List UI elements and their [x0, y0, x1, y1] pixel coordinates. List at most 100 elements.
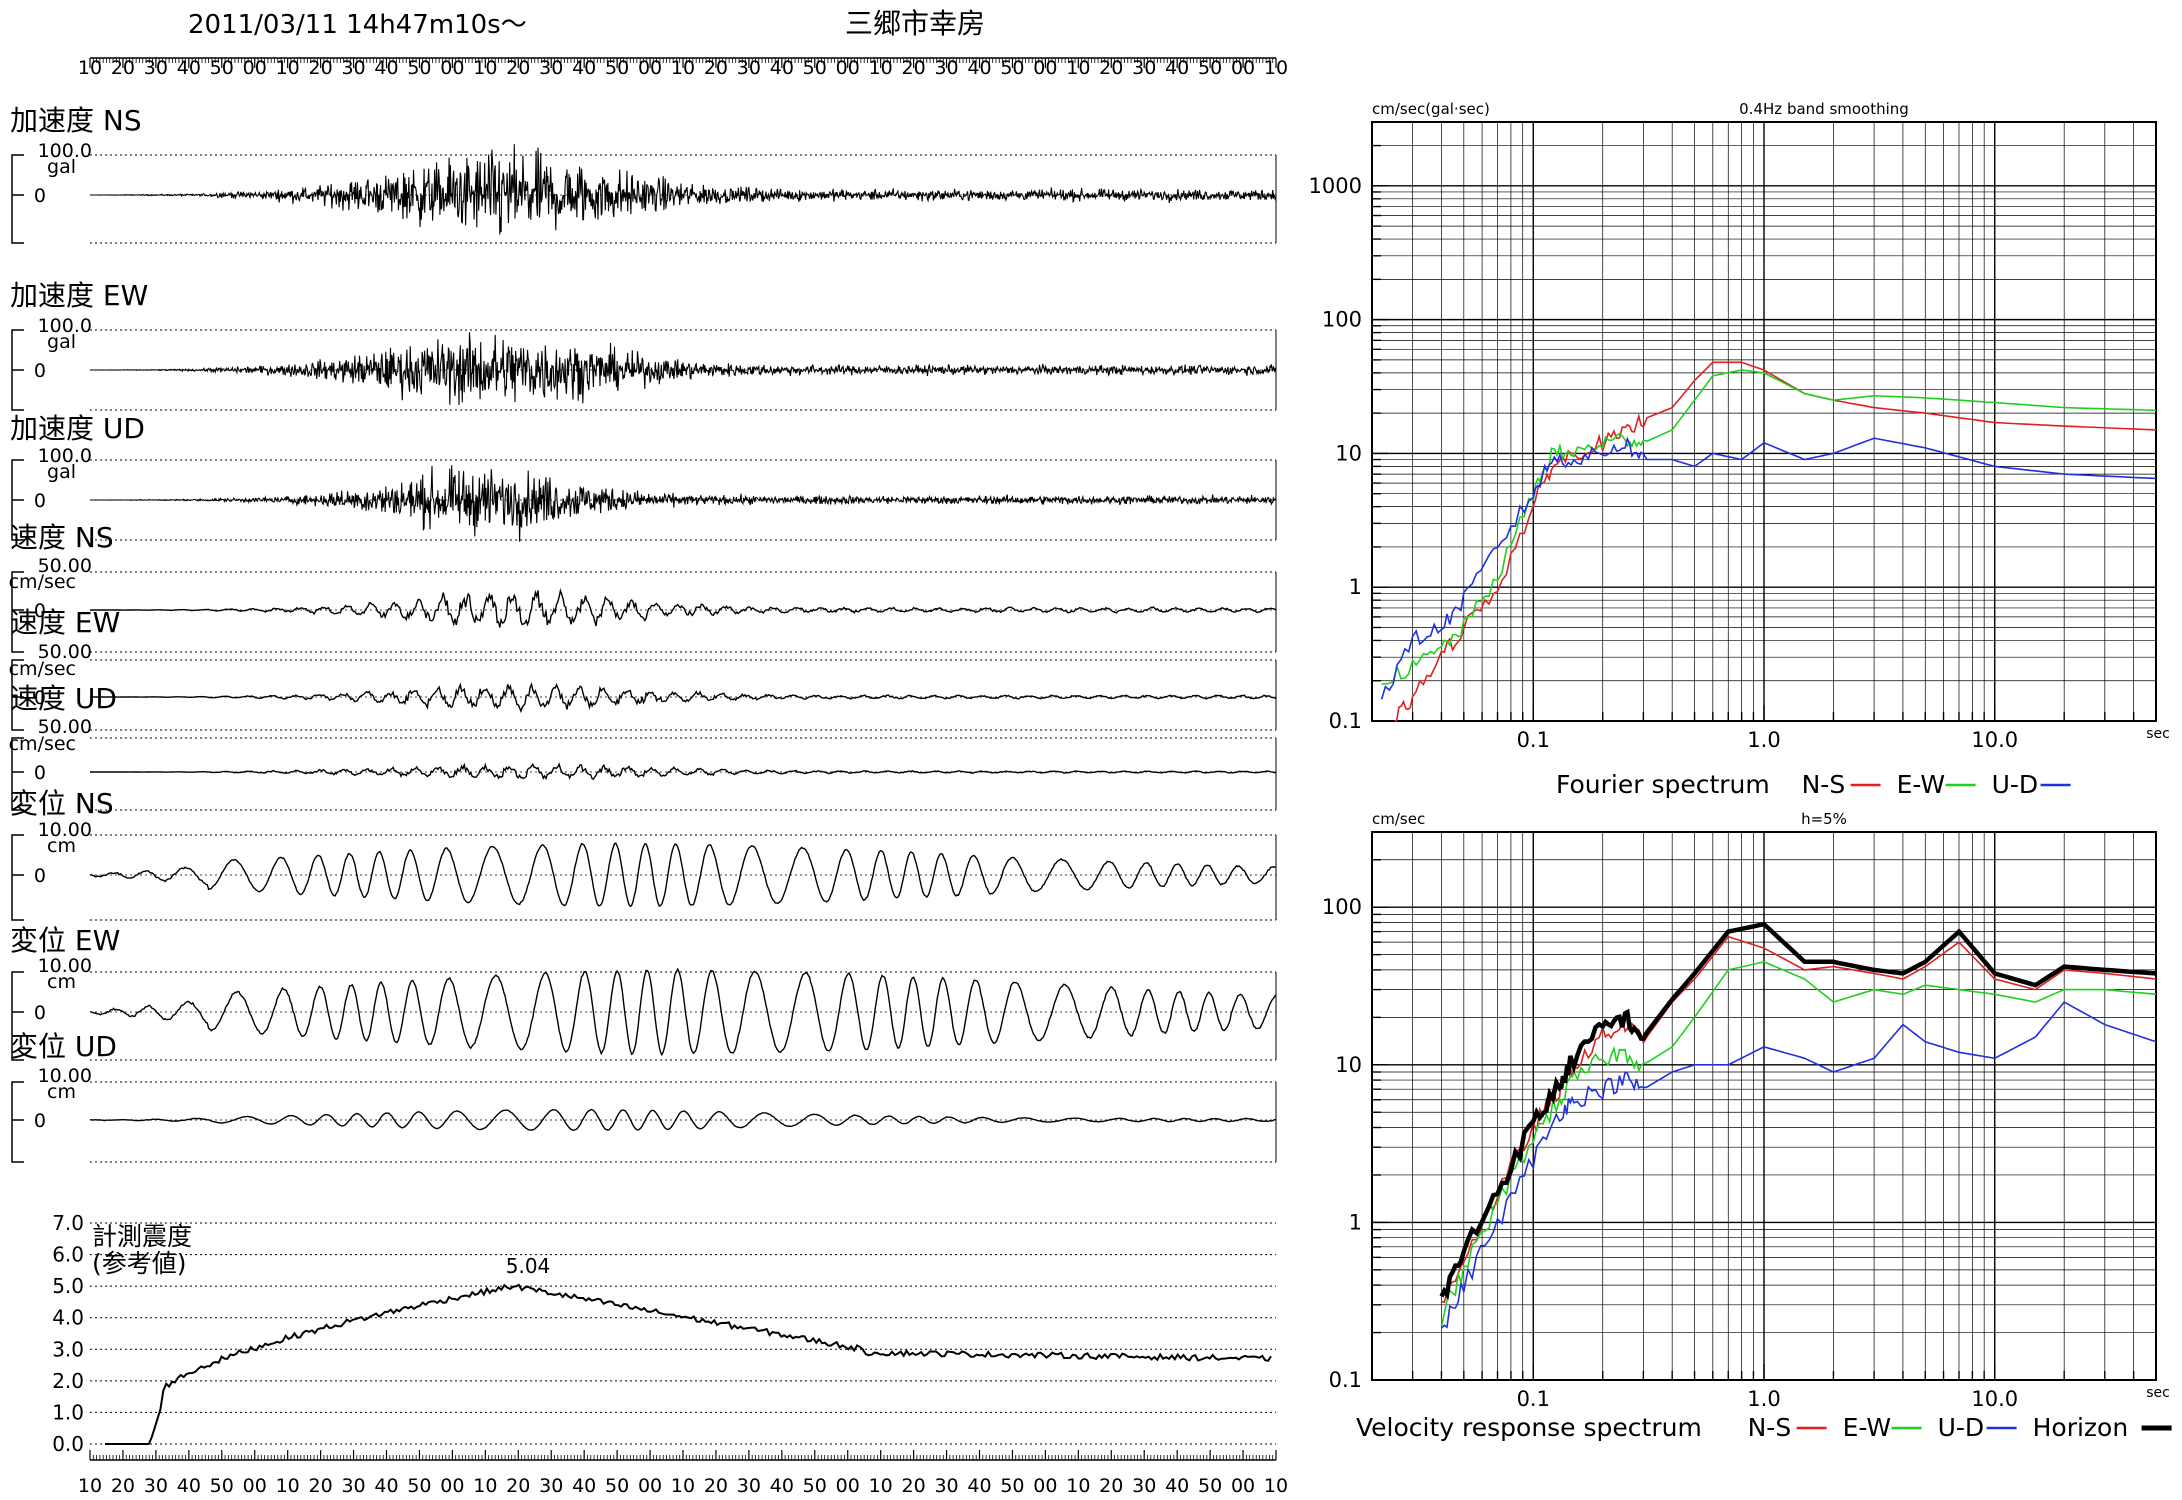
y-unit-label: cm/sec(gal·sec) [1372, 100, 1490, 118]
intensity-tick-label: 3.0 [52, 1337, 84, 1361]
x-tick-label: 0.1 [1517, 1387, 1550, 1411]
time-tick-label: 20 [111, 1475, 135, 1497]
y-tick-label: 100 [1322, 308, 1362, 332]
trace-zero-label: 0 [34, 687, 46, 709]
time-tick-label: 30 [934, 57, 958, 79]
intensity-tick-label: 0.0 [52, 1432, 84, 1456]
time-tick-label: 10 [276, 57, 300, 79]
time-tick-label: 30 [539, 57, 563, 79]
time-tick-label: 20 [902, 57, 926, 79]
time-tick-label: 20 [309, 57, 333, 79]
time-tick-label: 50 [1198, 57, 1222, 79]
time-tick-label: 50 [1000, 1475, 1024, 1497]
trace-bracket [11, 834, 24, 921]
trace-unit-label: cm [47, 971, 76, 993]
trace-label: 変位 NS [10, 787, 114, 820]
series-line-horizon [1439, 921, 2157, 1301]
intensity-panel: 7.0 6.0 5.0 4.0 3.0 2.0 1.0 0.0 計測震度(参考値) 5.04 [52, 1211, 1276, 1456]
intensity-line [105, 1283, 1272, 1445]
trace-label: 加速度 NS [10, 104, 142, 137]
time-tick-label: 50 [407, 1475, 431, 1497]
trace-unit-label: gal [47, 156, 76, 178]
time-tick-label: 10 [869, 57, 893, 79]
time-tick-label: 10 [473, 57, 497, 79]
trace-scale-label: 50.00 [38, 555, 92, 577]
trace-label: 速度 EW [10, 606, 120, 639]
trace-zero-label: 0 [34, 1110, 46, 1132]
legend-label: U-D [1938, 1413, 1985, 1442]
waveform-line [90, 465, 1277, 542]
intensity-tick-label: 4.0 [52, 1306, 84, 1330]
chart-note: h=5% [1801, 810, 1847, 828]
time-tick-label: 20 [111, 57, 135, 79]
waveform-line [89, 332, 1277, 406]
y-tick-label: 100 [1322, 895, 1362, 919]
time-tick-label: 30 [1132, 57, 1156, 79]
x-tick-label: 10.0 [1971, 728, 2018, 752]
series-line-e-w [1381, 369, 2157, 685]
waveform-line [90, 588, 1276, 628]
time-tick-label: 50 [803, 1475, 827, 1497]
trace-zero-label: 0 [34, 600, 46, 622]
time-tick-label: 10 [78, 1475, 102, 1497]
intensity-tick-label: 1.0 [52, 1400, 84, 1424]
event-datetime: 2011/03/11 14h47m10s〜 [188, 10, 527, 40]
trace-label: 加速度 EW [10, 279, 148, 312]
time-tick-label: 40 [177, 1475, 201, 1497]
intensity-peak-label: 5.04 [506, 1254, 551, 1278]
waveform-line [90, 967, 1277, 1057]
time-tick-label: 20 [506, 1475, 530, 1497]
time-tick-label: 00 [836, 1475, 860, 1497]
trace-bracket [11, 154, 24, 244]
time-tick-label: 10 [671, 1475, 695, 1497]
y-tick-label: 10 [1335, 1053, 1362, 1077]
time-tick-label: 10 [1264, 1475, 1288, 1497]
chart-title: Fourier spectrum [1556, 770, 1770, 799]
time-tick-label: 40 [770, 1475, 794, 1497]
time-tick-label: 30 [144, 57, 168, 79]
time-tick-label: 30 [341, 1475, 365, 1497]
time-tick-label: 20 [704, 1475, 728, 1497]
time-tick-label: 10 [1264, 57, 1288, 79]
y-unit-label: cm/sec [1372, 810, 1425, 828]
trace-unit-label: cm/sec [9, 658, 76, 680]
trace-label: 速度 UD [10, 682, 117, 715]
time-tick-label: 00 [1033, 1475, 1057, 1497]
time-tick-label: 20 [704, 57, 728, 79]
time-tick-label: 50 [210, 1475, 234, 1497]
trace-unit-label: gal [47, 461, 76, 483]
trace-scale-label: 50.00 [38, 716, 92, 738]
time-tick-label: 00 [638, 1475, 662, 1497]
time-tick-label: 50 [605, 1475, 629, 1497]
time-tick-label: 50 [407, 57, 431, 79]
series-line-n-s [1394, 361, 2157, 722]
trace-scale-label: 10.00 [38, 955, 92, 977]
trace-scale-label: 100.0 [38, 315, 92, 337]
time-tick-label: 00 [1033, 57, 1057, 79]
trace-label: 加速度 UD [10, 412, 145, 445]
intensity-sublabel: (参考値) [92, 1249, 187, 1278]
time-tick-label: 00 [243, 1475, 267, 1497]
time-tick-label: 10 [869, 1475, 893, 1497]
legend-label: Horizon [2033, 1413, 2129, 1442]
trace-zero-label: 0 [34, 490, 46, 512]
intensity-tick-label: 7.0 [52, 1211, 84, 1235]
legend-label: N-S [1748, 1413, 1792, 1442]
x-unit-label: sec [2146, 726, 2170, 742]
trace-unit-label: cm [47, 1081, 76, 1103]
series-line-u-d [1380, 436, 2157, 700]
intensity-tick-label: 2.0 [52, 1369, 84, 1393]
chart-note: 0.4Hz band smoothing [1739, 100, 1909, 118]
chart-title: Velocity response spectrum [1356, 1413, 1702, 1442]
time-tick-label: 00 [1231, 1475, 1255, 1497]
time-tick-label: 50 [1198, 1475, 1222, 1497]
trace-unit-label: gal [47, 331, 76, 353]
waveform-line [90, 682, 1277, 714]
top-time-axis: 10 20 30 40 50 00 10 20 30 40 50 00 10 20 30 40 50 00 10 20… [78, 57, 1288, 79]
time-tick-label: 10 [671, 57, 695, 79]
